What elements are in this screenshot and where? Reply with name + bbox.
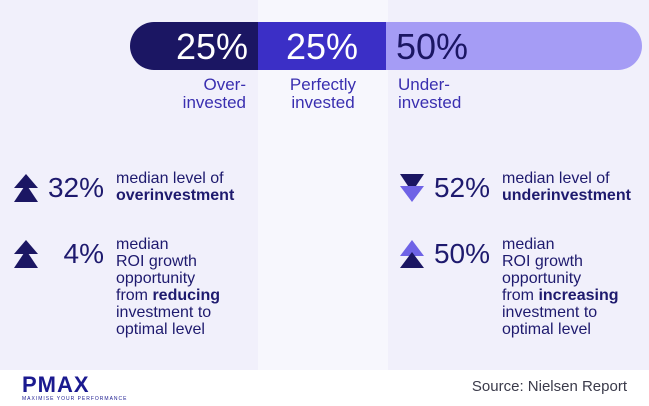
stat-line: optimal level: [502, 321, 591, 338]
stat-reducing-roi-growth: 4% median ROI growth opportunity from re…: [14, 236, 256, 338]
category-label-line: invested: [398, 93, 462, 112]
source-note: Source: Nielsen Report: [471, 378, 627, 395]
logo-tagline: MAXIMISE YOUR PERFORMANCE: [22, 396, 128, 402]
pmax-logo: PMAX MAXIMISE YOUR PERFORMANCE: [22, 372, 128, 403]
category-label-line: invested: [182, 93, 246, 112]
stat-underinvestment-level: 52% median level of underinvestment: [400, 170, 642, 204]
bar-segment-under-invested: [386, 22, 642, 70]
stat-line: ROI growth: [116, 253, 197, 270]
arrow-up-icon: [400, 240, 424, 268]
bar-value-label: 50%: [396, 26, 468, 67]
stat-line: ROI growth: [502, 253, 583, 270]
investment-split-bar: 25% 25% 50%: [130, 22, 642, 70]
stat-line: median: [502, 236, 555, 253]
stat-line: opportunity: [502, 270, 582, 287]
category-label-line: Under-: [398, 75, 450, 94]
stat-description: median level of underinvestment: [502, 170, 642, 204]
bar-value-label: 25%: [286, 26, 358, 67]
stat-value: 32%: [47, 172, 104, 203]
stat-overinvestment-level: 32% median level of overinvestment: [14, 170, 256, 204]
stat-line: from reducing: [116, 287, 221, 304]
stat-increasing-roi-growth: 50% median ROI growth opportunity from i…: [400, 236, 642, 338]
category-label-over-invested: Over- invested: [130, 76, 246, 112]
category-label-line: invested: [291, 93, 355, 112]
stat-description: median ROI growth opportunity from reduc…: [116, 236, 256, 338]
logo-word: PMAX: [22, 372, 90, 397]
bar-segment-over-invested: [130, 22, 258, 70]
stat-line: opportunity: [116, 270, 196, 287]
stat-description: median level of overinvestment: [116, 170, 256, 204]
bar-value-label: 25%: [176, 26, 248, 67]
stat-value: 50%: [433, 238, 490, 269]
bar-segment-perfectly-invested: [258, 22, 386, 70]
category-label-under-invested: Under- invested: [398, 76, 598, 112]
stat-value: 52%: [433, 172, 490, 203]
stat-description: median ROI growth opportunity from incre…: [502, 236, 642, 338]
arrow-up-icon: [14, 240, 38, 268]
stat-line: underinvestment: [502, 187, 631, 204]
stat-line: optimal level: [116, 321, 205, 338]
stat-line: investment to: [116, 304, 212, 321]
category-label-perfectly-invested: Perfectly invested: [258, 76, 388, 112]
stat-line: overinvestment: [116, 187, 235, 204]
stat-value: 4%: [63, 238, 104, 269]
stat-line: from increasing: [502, 287, 619, 304]
category-label-line: Perfectly: [289, 75, 357, 94]
arrow-up-icon: [14, 174, 38, 202]
arrow-down-icon: [400, 174, 424, 202]
stat-line: median level of: [502, 170, 610, 187]
stat-line: median level of: [116, 170, 224, 187]
stat-line: median: [116, 236, 169, 253]
stat-line: investment to: [502, 304, 598, 321]
category-label-line: Over-: [203, 75, 247, 94]
